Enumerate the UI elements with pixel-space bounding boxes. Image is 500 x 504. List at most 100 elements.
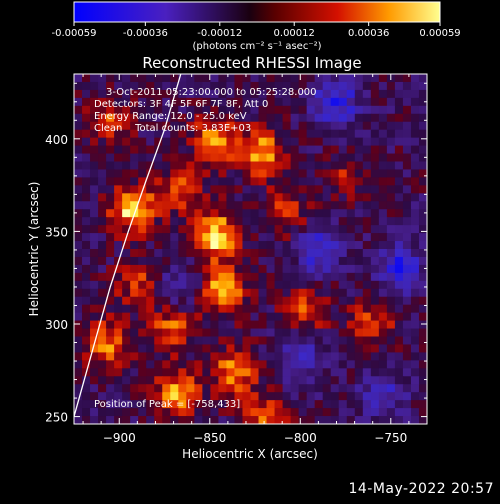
heatmap-cell — [98, 145, 107, 155]
heatmap-cell — [130, 280, 139, 290]
heatmap-cell — [186, 121, 195, 131]
heatmap-cell — [226, 169, 236, 179]
heatmap-cell — [130, 416, 139, 424]
heatmap-cell — [114, 81, 123, 91]
heatmap-cell — [258, 177, 268, 186]
heatmap-cell — [330, 225, 340, 234]
annotation-clean: Clean Total counts: 3.83E+03 — [94, 123, 251, 134]
heatmap-cell — [250, 368, 260, 377]
heatmap-cell — [210, 336, 220, 346]
heatmap-cell — [266, 328, 276, 338]
heatmap-cell — [218, 185, 228, 194]
heatmap-cell — [402, 304, 412, 314]
heatmap-cell — [314, 137, 324, 147]
heatmap-cell — [266, 129, 276, 139]
heatmap-cell — [178, 249, 187, 258]
heatmap-cell — [194, 288, 203, 298]
heatmap-cell — [210, 201, 220, 210]
image-annotations: 3-Oct-2011 05:23:00.000 to 05:25:28.000 … — [94, 87, 317, 410]
heatmap-cell — [402, 185, 412, 194]
heatmap-cell — [98, 129, 107, 139]
heatmap-cell — [314, 392, 324, 401]
heatmap-cell — [186, 376, 195, 385]
heatmap-cell — [98, 280, 107, 290]
heatmap-cell — [330, 145, 340, 155]
heatmap-cell — [354, 296, 364, 306]
heatmap-cell — [162, 113, 171, 123]
heatmap-cell — [106, 344, 115, 354]
heatmap-cell — [346, 352, 356, 361]
heatmap-cell — [122, 384, 131, 393]
heatmap-cell — [322, 264, 332, 274]
heatmap-cell — [418, 296, 427, 306]
heatmap-cell — [178, 264, 187, 274]
heatmap-cell — [122, 280, 131, 290]
heatmap-cell — [138, 352, 147, 361]
heatmap-cell — [386, 145, 396, 155]
heatmap-cell — [338, 264, 348, 274]
heatmap-cell — [202, 193, 211, 202]
heatmap-cell — [146, 193, 155, 202]
heatmap-cell — [122, 256, 131, 266]
heatmap-cell — [402, 328, 412, 338]
heatmap-cell — [338, 256, 348, 266]
heatmap-cell — [98, 217, 107, 226]
heatmap-cell — [242, 177, 252, 186]
heatmap-cell — [410, 74, 420, 83]
heatmap-cell — [226, 416, 236, 424]
heatmap-cell — [346, 81, 356, 91]
heatmap-cell — [226, 241, 236, 250]
heatmap-cell — [394, 153, 404, 163]
heatmap-cell — [114, 280, 123, 290]
heatmap-cell — [322, 185, 332, 194]
colorbar-tick-label: -0.00059 — [52, 28, 97, 39]
heatmap-cell — [330, 161, 340, 171]
heatmap-cell — [370, 177, 380, 186]
heatmap-cell — [354, 74, 364, 83]
heatmap-cell — [274, 328, 284, 338]
heatmap-cell — [274, 233, 284, 242]
heatmap-cell — [282, 129, 292, 139]
heatmap-cell — [170, 384, 179, 393]
heatmap-cell — [290, 296, 300, 306]
heatmap-cell — [290, 153, 300, 163]
heatmap-cell — [106, 360, 115, 369]
heatmap-cell — [138, 384, 147, 393]
heatmap-cell — [362, 161, 372, 171]
heatmap-cell — [74, 352, 83, 361]
heatmap-cell — [394, 288, 404, 298]
heatmap-cell — [298, 368, 308, 377]
heatmap-cell — [82, 81, 91, 91]
heatmap-cell — [298, 376, 308, 385]
heatmap-cell — [138, 74, 147, 83]
heatmap-cell — [338, 161, 348, 171]
heatmap-cell — [154, 280, 163, 290]
heatmap-cell — [226, 209, 236, 218]
heatmap-cell — [418, 368, 427, 377]
heatmap-cell — [378, 320, 388, 330]
heatmap-cell — [122, 264, 131, 274]
heatmap-cell — [90, 233, 99, 242]
heatmap-cell — [386, 288, 396, 298]
heatmap-cell — [138, 113, 147, 123]
heatmap-cell — [106, 193, 115, 202]
heatmap-cell — [154, 129, 163, 139]
heatmap-cell — [282, 328, 292, 338]
heatmap-cell — [282, 89, 292, 99]
heatmap-cell — [202, 217, 211, 226]
heatmap-cell — [274, 217, 284, 226]
heatmap-cell — [346, 328, 356, 338]
heatmap-cell — [402, 288, 412, 298]
heatmap-cell — [82, 185, 91, 194]
heatmap-cell — [226, 217, 236, 226]
heatmap-cell — [98, 328, 107, 338]
heatmap-cell — [410, 145, 420, 155]
heatmap-cell — [74, 81, 83, 91]
heatmap-cell — [114, 392, 123, 401]
heatmap-cell — [186, 344, 195, 354]
heatmap-cell — [394, 185, 404, 194]
heatmap-cell — [362, 264, 372, 274]
heatmap-cell — [314, 177, 324, 186]
heatmap-cell — [122, 89, 131, 99]
heatmap-cell — [170, 288, 179, 298]
